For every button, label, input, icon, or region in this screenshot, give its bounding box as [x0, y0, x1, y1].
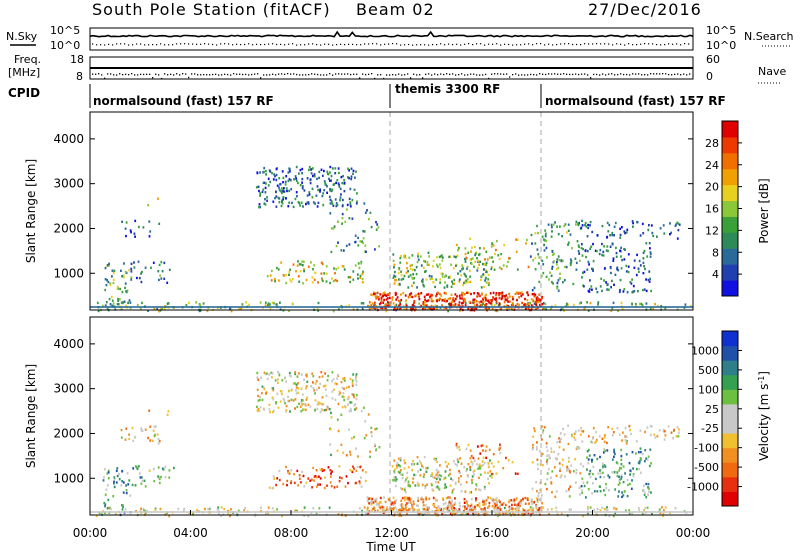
nave-bottom-tick: 0 — [706, 70, 713, 83]
colorbar-tick-label: -25 — [701, 422, 719, 435]
power-panel: 1000 2000 3000 4000 Slant Range [km] 4 8 12 16… — [24, 111, 771, 313]
freq-strip: 18 8 60 0 Freq. [MHz] Nave — [8, 53, 786, 84]
nave-label: Nave — [758, 65, 786, 78]
power-y-axis-label: Slant Range [km] — [24, 159, 38, 263]
x-tick-label: 00:00 — [73, 526, 108, 540]
colorbar-segment — [722, 447, 738, 463]
colorbar-tick-label: 24 — [705, 159, 719, 172]
y-tick-label: 1000 — [53, 471, 84, 485]
colorbar-tick-label: -100 — [694, 442, 719, 455]
date-label: 27/Dec/2016 — [588, 0, 702, 19]
y-tick-label: 2000 — [53, 221, 84, 235]
noise-search-dots — [92, 43, 690, 46]
power-y-ticks: 1000 2000 3000 4000 — [53, 132, 693, 280]
colorbar-segment — [722, 136, 738, 154]
colorbar-segment — [722, 248, 738, 265]
cpid-row: CPID normalsound (fast) 157 RF themis 33… — [8, 82, 726, 108]
x-tick-label: 08:00 — [274, 526, 309, 540]
colorbar-tick-label: -500 — [694, 461, 719, 474]
station-title: South Pole Station (fitACF) — [92, 0, 331, 19]
x-tick-label: 16:00 — [475, 526, 510, 540]
noise-sky-line — [89, 30, 694, 38]
x-tick-label: 00:00 — [676, 526, 711, 540]
colorbar-segment — [722, 433, 738, 449]
colorbar-segment — [722, 345, 738, 361]
nsky-label: N.Sky — [6, 30, 38, 43]
cpid-label: CPID — [8, 86, 40, 100]
power-colorbar-label: Power [dB] — [757, 178, 771, 243]
noise-top-tick-left: 10^5 — [50, 24, 80, 37]
freq-unit-label: [MHz] — [8, 66, 40, 79]
colorbar-segment — [722, 168, 738, 186]
colorbar-segment — [722, 232, 738, 249]
velocity-y-axis-label: Slant Range [km] — [24, 364, 38, 468]
colorbar-segment — [722, 200, 738, 217]
freq-bottom-tick: 8 — [76, 70, 83, 83]
nave-dots — [92, 73, 691, 80]
y-tick-label: 3000 — [53, 177, 84, 191]
y-tick-label: 3000 — [53, 382, 84, 396]
y-tick-label: 4000 — [53, 132, 84, 146]
colorbar-tick-label: 16 — [705, 203, 719, 216]
colorbar-segment — [722, 360, 738, 376]
colorbar-segment — [722, 418, 738, 434]
x-axis-label: Time UT — [365, 540, 416, 554]
colorbar-segment — [722, 476, 738, 492]
noise-strip: 10^5 10^0 10^5 10^0 N.Sky N.Search — [6, 24, 794, 52]
noise-bottom-tick-right: 10^0 — [706, 39, 736, 52]
power-colorbar: 4 8 12 16 20 24 28 — [705, 120, 742, 297]
velocity-colorbar-label: Velocity [m s-1] — [757, 371, 771, 461]
y-tick-label: 4000 — [53, 337, 84, 351]
colorbar-tick-label: 500 — [698, 364, 719, 377]
x-tick-label: 20:00 — [575, 526, 610, 540]
cpid-segment-1: themis 3300 RF — [395, 82, 500, 96]
velocity-y-ticks: 1000 2000 3000 4000 — [53, 337, 693, 485]
colorbar-segment — [722, 152, 738, 170]
colorbar-segment — [722, 331, 738, 347]
colorbar-tick-label: 20 — [705, 181, 719, 194]
colorbar-segment — [722, 462, 738, 478]
colorbar-tick-label: 100 — [698, 383, 719, 396]
y-tick-label: 1000 — [53, 266, 84, 280]
colorbar-segment — [722, 216, 738, 233]
noise-bottom-tick-left: 10^0 — [50, 39, 80, 52]
cpid-segment-2: normalsound (fast) 157 RF — [545, 94, 726, 108]
colorbar-segment — [722, 121, 738, 138]
cpid-segment-0: normalsound (fast) 157 RF — [93, 94, 274, 108]
noise-top-tick-right: 10^5 — [706, 24, 736, 37]
colorbar-segment — [722, 264, 738, 281]
colorbar-segment — [722, 403, 738, 419]
freq-top-tick: 18 — [70, 53, 84, 66]
x-tick-label: 12:00 — [374, 526, 409, 540]
x-tick-label: 04:00 — [173, 526, 208, 540]
velocity-colorbar: 1000 500 100 25 -25 -100 -500 -1000 — [687, 330, 742, 507]
colorbar-tick-label: 4 — [712, 268, 719, 281]
velocity-panel: 1000 2000 3000 4000 00:00 04:00 08:00 12:00 16:… — [24, 316, 771, 554]
colorbar-tick-label: 12 — [705, 224, 719, 237]
freq-label: Freq. — [14, 53, 41, 66]
colorbar-segment — [722, 184, 738, 202]
velocity-x-ticks: 00:00 04:00 08:00 12:00 16:00 20:00 00:00 — [73, 510, 711, 540]
colorbar-segment — [722, 389, 738, 405]
beam-label: Beam 02 — [356, 0, 435, 19]
colorbar-segment — [722, 491, 738, 507]
colorbar-tick-label: 25 — [705, 403, 719, 416]
colorbar-tick-label: 1000 — [691, 344, 719, 357]
colorbar-segment — [722, 374, 738, 390]
colorbar-tick-label: -1000 — [687, 481, 719, 494]
colorbar-segment — [722, 280, 738, 297]
nave-top-tick: 60 — [706, 53, 720, 66]
colorbar-tick-label: 28 — [705, 137, 719, 150]
y-tick-label: 2000 — [53, 426, 84, 440]
nsearch-label: N.Search — [744, 30, 794, 43]
colorbar-tick-label: 8 — [712, 246, 719, 259]
